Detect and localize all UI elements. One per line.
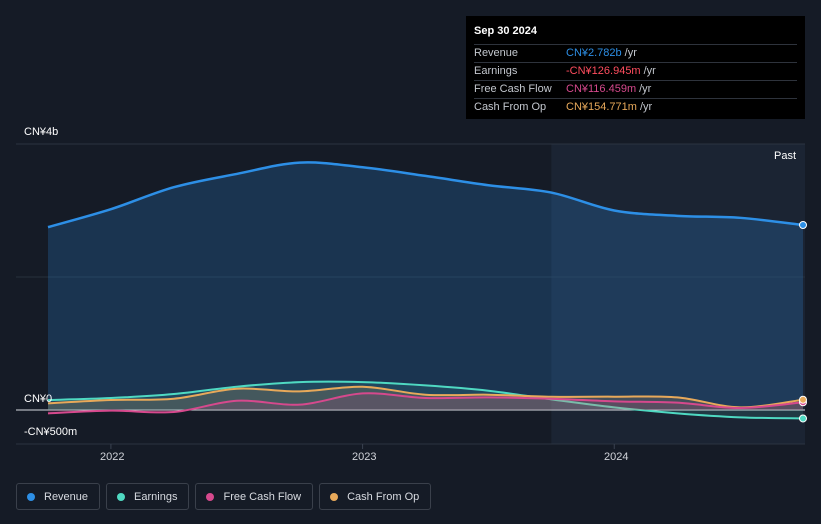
tooltip-unit: /yr [639, 83, 652, 95]
tooltip-value: CN¥154.771m [566, 101, 637, 113]
legend-item-revenue[interactable]: Revenue [16, 483, 101, 510]
xtick-label-2023: 2023 [352, 451, 377, 463]
legend-label: Cash From Op [347, 490, 420, 503]
xtick-label-2024: 2024 [604, 451, 629, 463]
legend-item-cash-from-op[interactable]: Cash From Op [319, 483, 432, 510]
x-axis-ticks [110, 444, 615, 449]
legend: Revenue Earnings Free Cash Flow Cash Fro… [16, 483, 432, 510]
legend-label: Revenue [44, 490, 89, 503]
series-line-earnings [47, 380, 804, 420]
legend-dot-icon [206, 492, 215, 501]
legend-label: Earnings [134, 490, 178, 503]
tooltip-row-revenue: Revenue CN¥2.782b /yr [474, 44, 797, 62]
series-line-cash-from-op [47, 385, 804, 409]
end-point-earnings [799, 414, 807, 423]
ytick-label-bottom: -CN¥500m [24, 426, 78, 438]
series-area-earnings [48, 381, 803, 419]
tooltip-row-earnings: Earnings -CN¥126.945m /yr [474, 62, 797, 80]
end-point-cash-from-op [799, 395, 807, 404]
legend-dot-icon [27, 492, 35, 501]
series-layer [47, 161, 807, 423]
tooltip-value: CN¥116.459m [566, 83, 637, 95]
tooltip-label: Cash From Op [474, 101, 547, 113]
tooltip-label: Earnings [474, 65, 518, 77]
series-area-free-cash-flow [48, 393, 803, 414]
tooltip-value: -CN¥126.945m [566, 65, 641, 77]
tooltip-row-cash-from-op: Cash From Op CN¥154.771m /yr [474, 98, 797, 116]
tooltip-value: CN¥2.782b [566, 47, 622, 59]
tooltip-unit: /yr [624, 47, 637, 59]
tooltip-unit: /yr [639, 101, 653, 113]
xtick-label-2022: 2022 [100, 451, 125, 463]
legend-item-earnings[interactable]: Earnings [106, 483, 190, 510]
legend-item-free-cash-flow[interactable]: Free Cash Flow [195, 483, 314, 510]
tooltip-label: Revenue [474, 47, 519, 59]
past-label: Past [774, 150, 797, 162]
ytick-label-zero: CN¥0 [24, 393, 53, 405]
ytick-label-top: CN¥4b [24, 126, 59, 138]
tooltip-unit: /yr [643, 65, 656, 77]
series-line-revenue [47, 161, 804, 229]
end-point-revenue [799, 220, 807, 229]
tooltip-date: Sep 30 2024 [474, 25, 537, 37]
tooltip-row-free-cash-flow: Free Cash Flow CN¥116.459m /yr [474, 80, 797, 98]
forecast-shade [551, 144, 805, 444]
legend-dot-icon [330, 492, 339, 501]
legend-dot-icon [117, 492, 126, 501]
tooltip-label: Free Cash Flow [474, 83, 552, 95]
series-area-revenue [48, 162, 803, 410]
series-line-free-cash-flow [47, 392, 804, 415]
tooltip-panel: Sep 30 2024 Revenue CN¥2.782b /yr Earnin… [466, 16, 805, 119]
legend-label: Free Cash Flow [223, 490, 302, 503]
